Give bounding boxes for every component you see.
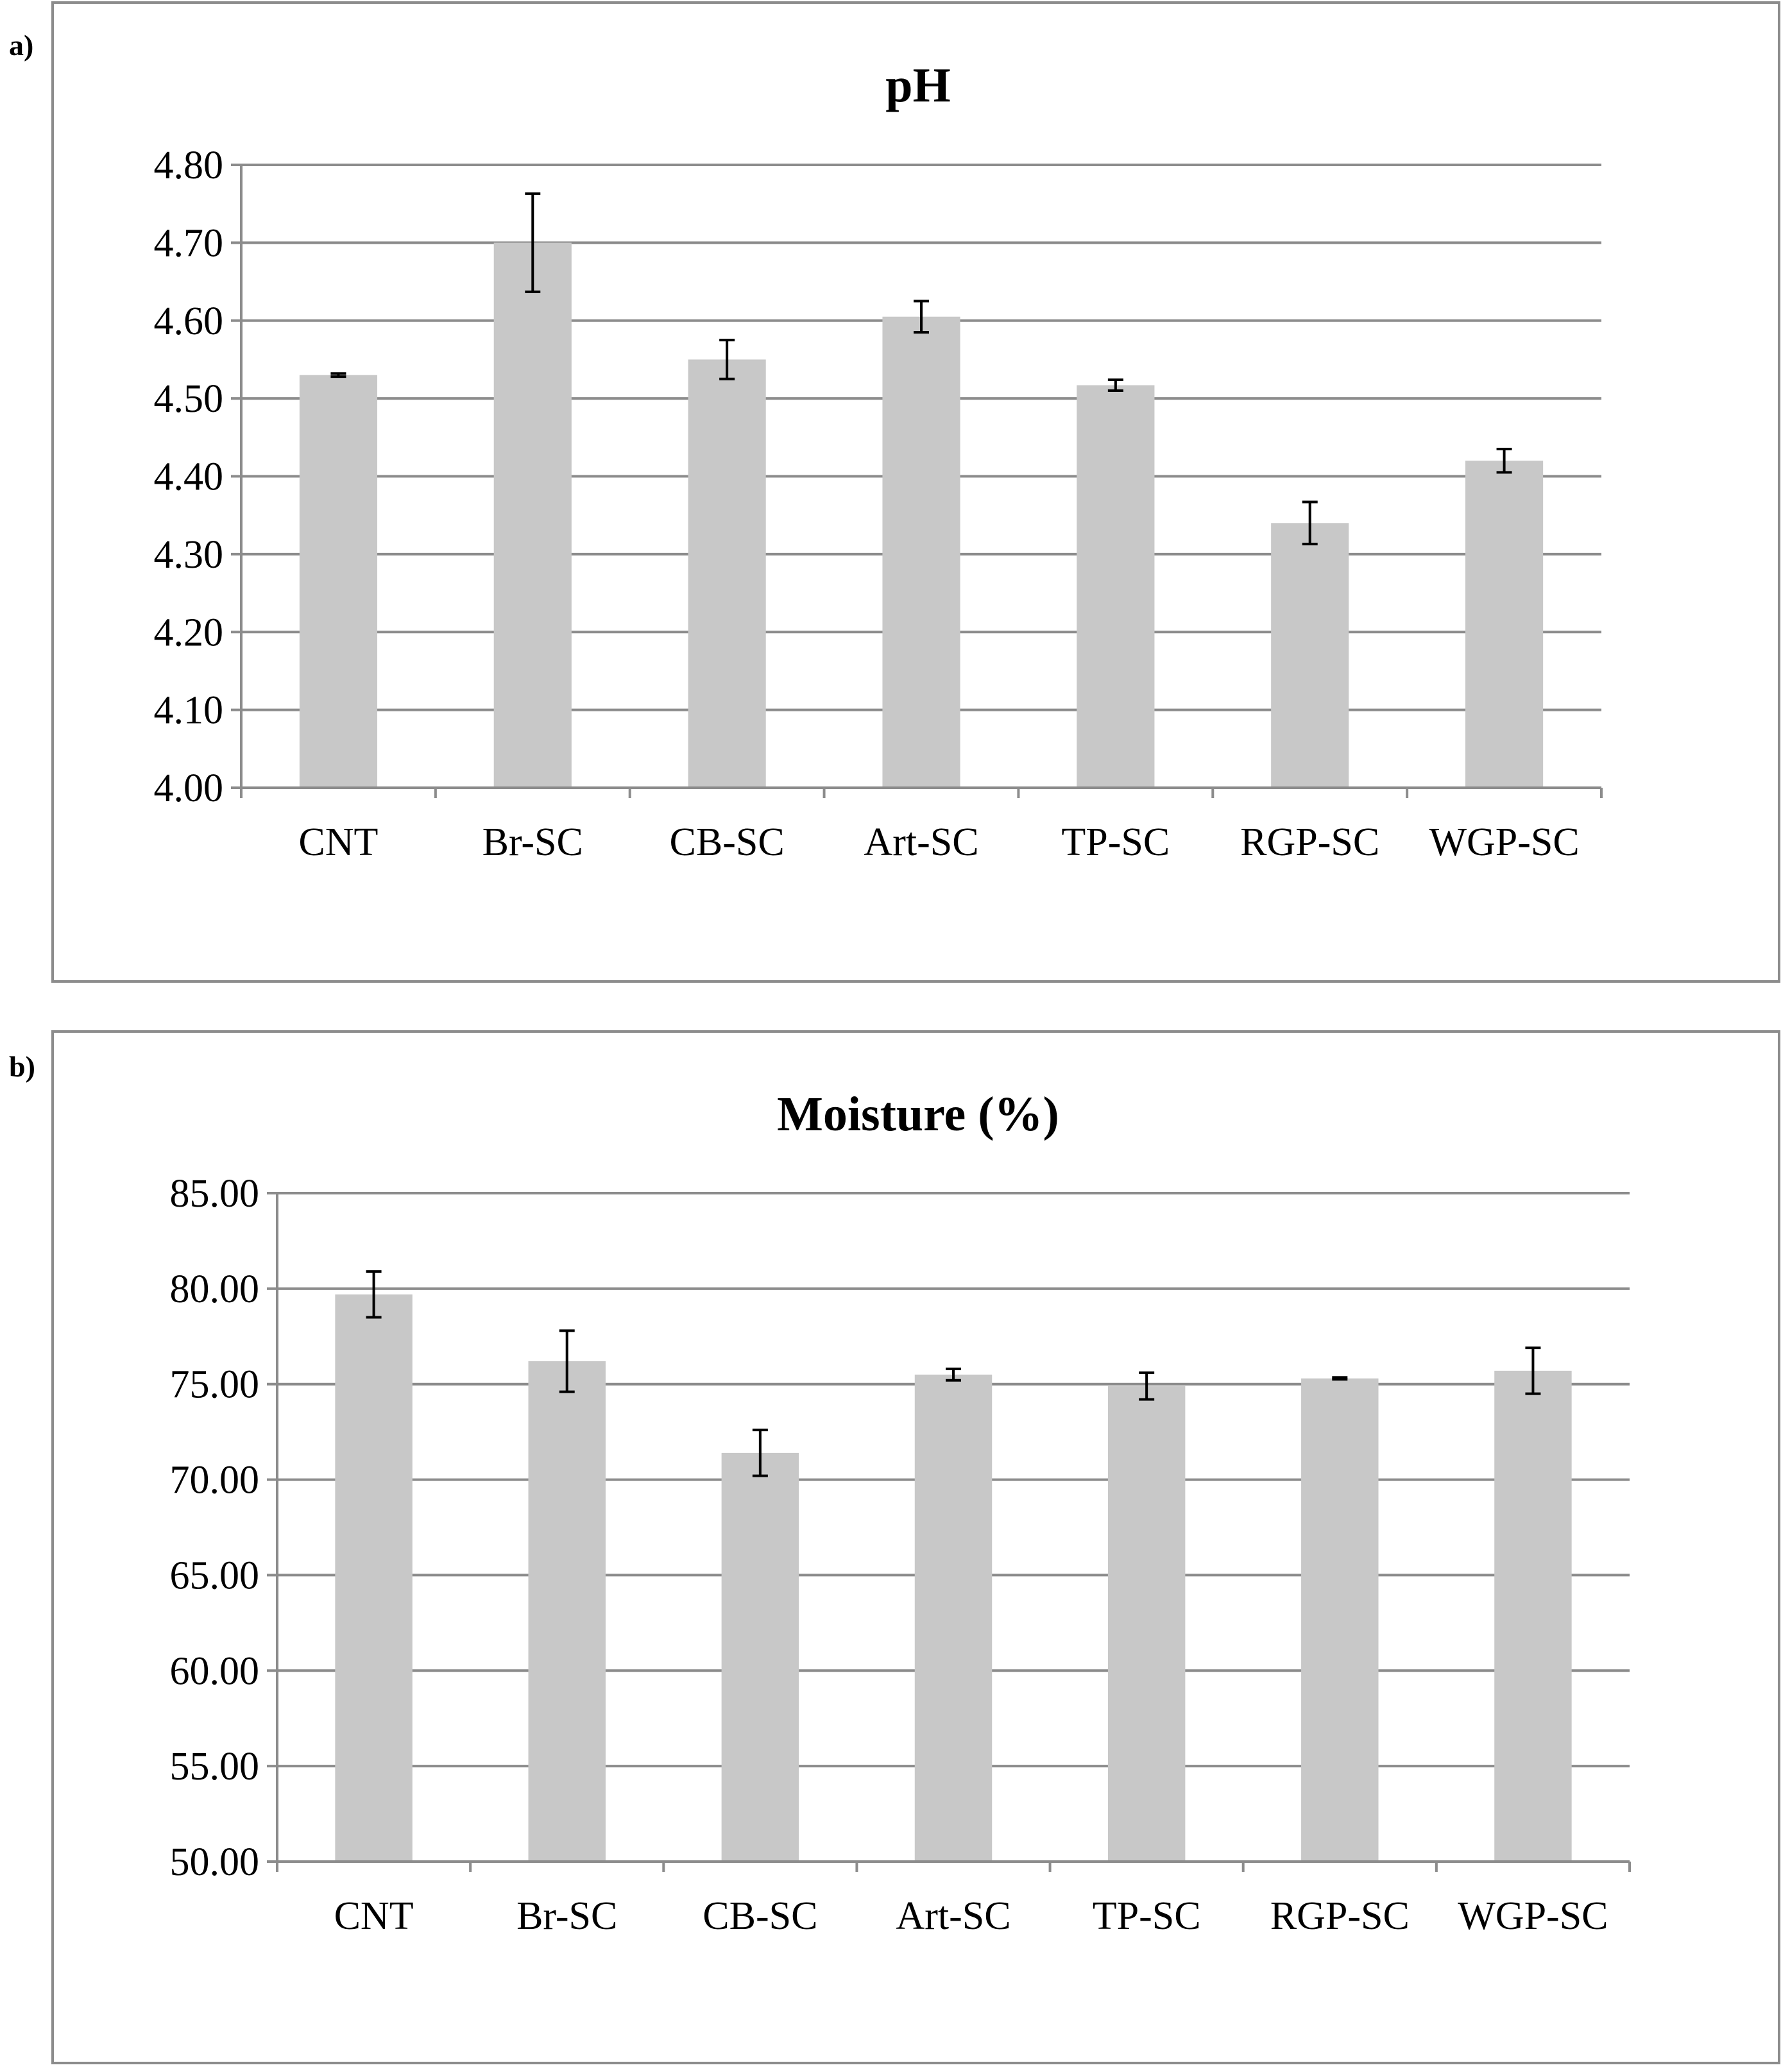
y-tick-label: 4.40	[154, 455, 224, 499]
bar	[493, 242, 572, 788]
category-label: CB-SC	[703, 1894, 817, 1938]
category-label: WGP-SC	[1458, 1894, 1608, 1938]
bar	[721, 1452, 799, 1862]
category-label: Art-SC	[896, 1894, 1010, 1938]
y-tick-label: 55.00	[170, 1745, 260, 1788]
category-label: Art-SC	[864, 820, 978, 864]
y-tick-label: 75.00	[170, 1363, 260, 1407]
bar	[528, 1361, 606, 1862]
bar	[1465, 461, 1544, 788]
category-label: CNT	[334, 1894, 414, 1938]
bar	[1494, 1370, 1572, 1862]
category-label: Br-SC	[516, 1894, 617, 1938]
y-tick-label: 4.20	[154, 611, 224, 654]
bar	[688, 359, 766, 788]
category-label: TP-SC	[1093, 1894, 1201, 1938]
bar	[882, 316, 960, 788]
y-tick-label: 4.10	[154, 689, 224, 733]
bar	[1077, 385, 1155, 788]
ph-chart: pH 4.00 4.10 4.20 4.30 4.40 4.50 4.60 4.70 4.80 CN…	[154, 58, 1603, 864]
y-tick-label: 4.50	[154, 377, 224, 421]
bar	[1271, 523, 1349, 788]
y-tick-label: 4.70	[154, 221, 224, 265]
panel-a-label: a)	[9, 29, 34, 62]
category-label: CNT	[298, 820, 378, 864]
category-label: TP-SC	[1061, 820, 1170, 864]
y-tick-label: 4.00	[154, 767, 224, 810]
bar	[1107, 1386, 1186, 1862]
bar	[1301, 1378, 1379, 1862]
category-label: RGP-SC	[1270, 1894, 1410, 1938]
y-tick-label: 4.60	[154, 300, 224, 343]
y-tick-label: 4.30	[154, 533, 224, 577]
category-label: CB-SC	[670, 820, 785, 864]
category-label: RGP-SC	[1240, 820, 1379, 864]
chart-title: Moisture (%)	[777, 1087, 1059, 1141]
bar	[299, 375, 377, 788]
y-tick-label: 80.00	[170, 1268, 260, 1311]
y-tick-label: 70.00	[170, 1459, 260, 1502]
category-label: WGP-SC	[1429, 820, 1579, 864]
chart-title: pH	[885, 58, 950, 112]
bar	[335, 1294, 413, 1862]
category-label: Br-SC	[482, 820, 583, 864]
panel-b-label: b)	[9, 1050, 35, 1083]
y-tick-label: 60.00	[170, 1649, 260, 1693]
y-tick-label: 85.00	[170, 1172, 260, 1216]
bar	[914, 1374, 993, 1862]
y-tick-label: 4.80	[154, 144, 224, 187]
y-tick-label: 50.00	[170, 1840, 260, 1884]
y-tick-label: 65.00	[170, 1554, 260, 1597]
